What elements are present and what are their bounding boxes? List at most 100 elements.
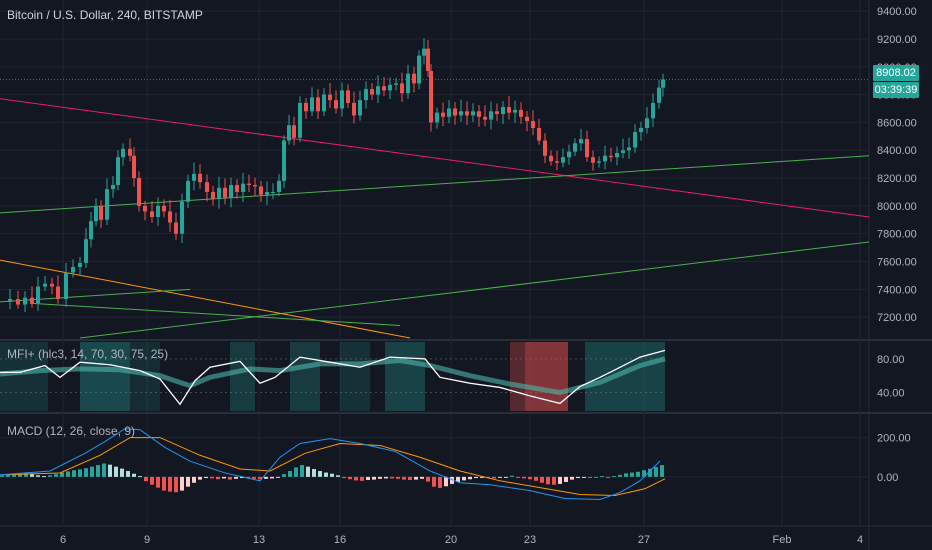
macd-histogram-bar xyxy=(576,476,580,479)
macd-histogram-bar xyxy=(108,464,112,477)
macd-histogram-bar xyxy=(138,476,142,478)
macd-histogram-bar xyxy=(96,465,100,477)
candle xyxy=(198,173,202,183)
macd-histogram-bar xyxy=(192,476,196,483)
trend-line xyxy=(0,155,870,214)
mfi-tick-label: 80.00 xyxy=(877,354,905,366)
candle xyxy=(128,148,132,156)
symbol-title: Bitcoin / U.S. Dollar, 240, BITSTAMP xyxy=(7,8,203,22)
macd-histogram-bar xyxy=(606,476,610,478)
x-tick-label: 13 xyxy=(253,534,265,546)
candle xyxy=(495,111,499,115)
macd-histogram-bar xyxy=(324,472,328,477)
macd-signal-line xyxy=(0,437,666,497)
macd-histogram-bar xyxy=(18,473,22,477)
macd-histogram-bar xyxy=(342,476,346,479)
macd-indicator-label[interactable]: MACD (12, 26, close, 9) xyxy=(7,424,136,438)
macd-histogram-bar xyxy=(600,476,604,478)
y-tick-label: 8600.00 xyxy=(877,117,917,129)
mfi-smooth-line xyxy=(0,356,666,396)
macd-histogram-bar xyxy=(30,474,34,477)
macd-histogram-bar xyxy=(492,476,496,479)
macd-histogram-bar xyxy=(462,476,466,481)
candle xyxy=(417,55,421,84)
candle xyxy=(567,151,571,158)
candle xyxy=(217,187,221,199)
candle xyxy=(501,107,505,115)
trend-line xyxy=(29,302,401,326)
candle xyxy=(121,148,125,158)
candle xyxy=(143,205,147,212)
candle xyxy=(78,262,82,268)
x-tick-label: 20 xyxy=(445,534,457,546)
candle xyxy=(287,125,291,141)
macd-histogram-bar xyxy=(240,476,244,479)
macd-histogram-bar xyxy=(66,471,70,477)
candle xyxy=(603,155,607,162)
macd-histogram-bar xyxy=(630,472,634,477)
candle xyxy=(137,178,141,206)
mfi-band xyxy=(340,342,370,411)
candle xyxy=(56,286,60,300)
macd-histogram-bar xyxy=(78,469,82,477)
candle xyxy=(322,94,326,112)
macd-histogram-bar xyxy=(372,476,376,480)
macd-histogram-bar xyxy=(276,476,280,478)
candle xyxy=(84,239,88,263)
mfi-band xyxy=(510,342,525,411)
bar-countdown-tag: 03:39:39 xyxy=(873,82,919,98)
mfi-line xyxy=(0,349,666,406)
candle xyxy=(627,147,631,151)
candle xyxy=(519,109,523,117)
x-tick-label: 27 xyxy=(638,534,650,546)
macd-histogram-bar xyxy=(24,472,28,477)
macd-histogram-bar xyxy=(36,475,40,477)
macd-histogram-bar xyxy=(54,474,58,477)
candle xyxy=(247,183,251,185)
macd-histogram-bar xyxy=(498,476,502,478)
candle xyxy=(388,84,392,91)
trend-line xyxy=(79,241,870,339)
candle xyxy=(412,73,416,84)
mfi-band xyxy=(230,342,255,411)
macd-histogram-bar xyxy=(528,476,532,480)
trend-line xyxy=(0,98,870,218)
mfi-tick-label: 40.00 xyxy=(877,387,905,399)
macd-histogram-bar xyxy=(216,476,220,480)
macd-histogram-bar xyxy=(360,476,364,481)
macd-histogram-bar xyxy=(228,476,232,480)
candle xyxy=(489,111,493,120)
macd-histogram-bar xyxy=(204,476,208,479)
candle xyxy=(36,286,40,304)
macd-histogram-bar xyxy=(90,466,94,477)
macd-histogram-bar xyxy=(126,470,130,477)
candle xyxy=(382,86,386,91)
candle xyxy=(180,201,184,234)
candle xyxy=(609,155,613,158)
candle xyxy=(186,180,190,202)
macd-histogram-bar xyxy=(366,476,370,481)
candle xyxy=(340,90,344,109)
macd-histogram-bar xyxy=(504,476,508,478)
macd-line xyxy=(0,428,661,500)
macd-histogram-bar xyxy=(474,476,478,479)
candle xyxy=(465,111,469,116)
macd-histogram-bar xyxy=(114,466,118,477)
y-tick-label: 7800.00 xyxy=(877,229,917,241)
mfi-indicator-label[interactable]: MFI+ (hlc3, 14, 70, 30, 75, 25) xyxy=(7,347,169,361)
macd-histogram-bar xyxy=(270,476,274,479)
macd-histogram-bar xyxy=(294,467,298,477)
candle xyxy=(555,161,559,163)
candle xyxy=(298,102,302,138)
candle xyxy=(205,182,209,192)
macd-histogram-bar xyxy=(42,476,46,478)
macd-histogram-bar xyxy=(450,476,454,484)
macd-histogram-bar xyxy=(6,474,10,477)
candle xyxy=(316,97,320,112)
candle xyxy=(447,108,451,117)
candle xyxy=(223,187,227,198)
candle xyxy=(531,121,535,128)
macd-histogram-bar xyxy=(624,473,628,477)
macd-histogram-bar xyxy=(132,473,136,477)
